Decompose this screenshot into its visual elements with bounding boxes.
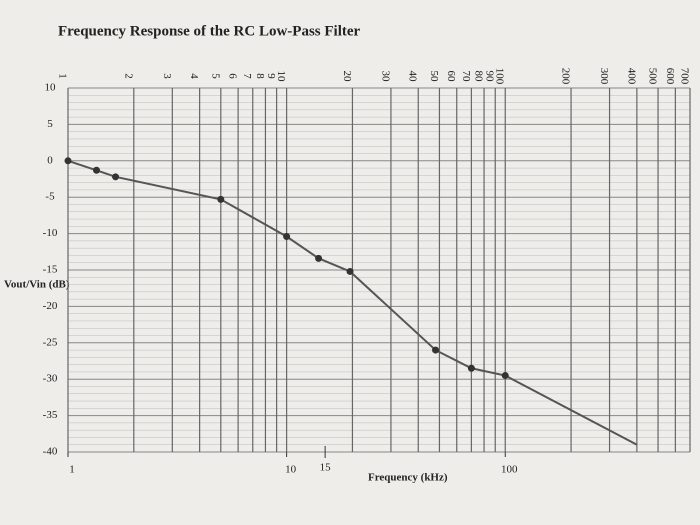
- annotation: 15: [320, 462, 332, 474]
- top-tick-label: 10: [275, 71, 287, 83]
- chart-title: Frequency Response of the RC Low-Pass Fi…: [58, 23, 361, 39]
- top-tick-label: 300: [598, 68, 610, 85]
- y-tick-label: 10: [45, 82, 57, 94]
- top-tick-label: 60: [445, 71, 457, 83]
- y-tick-label: 0: [47, 154, 53, 166]
- y-axis-label: Vout/Vin (dB): [4, 279, 70, 291]
- top-tick-label: 100: [494, 68, 506, 85]
- y-tick-label: -10: [43, 227, 58, 239]
- x-tick-label: 1: [69, 464, 75, 476]
- y-tick-label: -40: [43, 446, 58, 458]
- data-point: [346, 267, 354, 275]
- y-tick-label: -5: [45, 191, 55, 203]
- top-tick-label: 600: [664, 68, 676, 85]
- top-tick-label: 7: [241, 73, 253, 79]
- data-point: [501, 372, 509, 380]
- x-tick-label: 100: [501, 464, 518, 476]
- top-tick-label: 80: [473, 71, 485, 83]
- top-tick-label: 5: [209, 73, 221, 79]
- data-point: [315, 254, 323, 262]
- top-tick-label: 50: [428, 71, 440, 83]
- top-tick-label: 500: [647, 68, 659, 85]
- top-tick-label: 200: [560, 68, 572, 85]
- top-tick-label: 400: [625, 68, 637, 85]
- data-point: [92, 166, 100, 174]
- y-tick-label: -30: [43, 373, 58, 385]
- top-tick-label: 8: [254, 73, 266, 79]
- top-tick-label: 700: [678, 68, 690, 85]
- top-tick-label: 30: [379, 71, 391, 83]
- data-point: [432, 346, 440, 354]
- top-tick-label: 2: [122, 73, 134, 79]
- data-point: [467, 364, 475, 372]
- top-tick-label: 40: [407, 71, 419, 83]
- x-tick-label: 10: [285, 464, 297, 476]
- top-tick-label: 70: [460, 71, 472, 83]
- y-tick-label: -35: [43, 409, 58, 421]
- data-point: [217, 195, 225, 203]
- x-axis-label: Frequency (kHz): [368, 472, 448, 484]
- y-tick-label: -20: [43, 300, 58, 312]
- top-tick-label: 4: [188, 73, 200, 79]
- data-point: [64, 157, 72, 165]
- top-tick-label: 1: [56, 73, 68, 79]
- top-tick-label: 6: [227, 73, 239, 79]
- top-tick-label: 9: [265, 73, 277, 79]
- top-tick-label: 90: [484, 71, 496, 83]
- y-tick-label: 5: [47, 118, 53, 130]
- top-tick-label: 3: [161, 73, 173, 79]
- top-tick-label: 20: [341, 71, 353, 83]
- y-tick-label: -25: [43, 336, 58, 348]
- y-tick-label: -15: [43, 264, 58, 276]
- data-point: [283, 233, 291, 241]
- data-point: [112, 173, 120, 181]
